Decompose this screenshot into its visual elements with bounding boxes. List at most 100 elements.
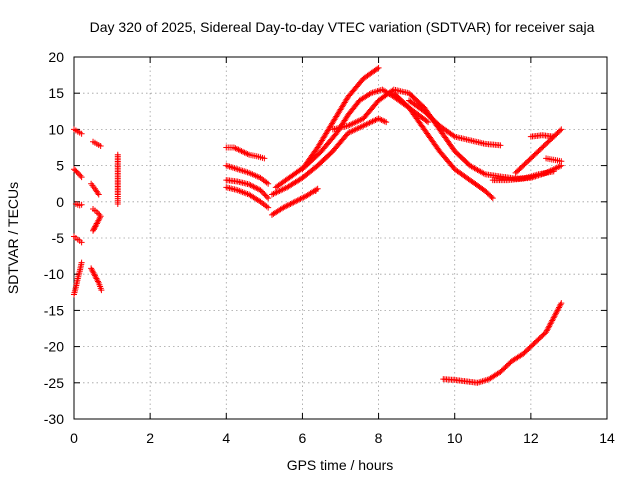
series-early-upper2 [90,138,104,150]
data-point [262,192,269,199]
data-point [261,191,268,198]
data-point [250,183,257,190]
y-tick-label: 0 [56,194,64,210]
series-early-neg10b [88,265,105,294]
data-point [558,158,565,165]
data-point [258,188,265,195]
data-point [297,195,304,202]
y-axis-label: SDTVAR / TECUs [5,182,21,294]
series-block4-a [223,162,272,187]
series-s-low [268,185,321,218]
data-point [280,204,287,211]
data-point [93,220,100,227]
data-point [78,239,85,246]
series-late-mid [543,155,565,165]
data-point [375,64,382,71]
y-tick-label: 5 [56,158,64,174]
data-point [248,182,255,189]
data-point [114,200,121,207]
series-s-d [329,86,565,182]
series-s-e [406,97,504,149]
x-axis-label: GPS time / hours [287,457,394,473]
data-point [265,204,272,211]
data-point [77,172,84,179]
data-point [284,202,291,209]
data-point [76,171,83,178]
data-point [93,208,100,215]
data-point [286,201,293,208]
x-tick-label: 8 [375,430,383,446]
y-tick-label: -30 [44,411,64,427]
data-point [95,210,102,217]
data-point [366,91,373,98]
data-point [247,182,254,189]
y-tick-label: 20 [48,49,64,65]
data-point [263,193,270,200]
data-point [296,196,303,203]
data-point [557,301,564,308]
data-point [489,195,496,202]
series-block4-c [223,184,272,211]
series-s-a [268,115,390,198]
x-tick-label: 14 [599,430,615,446]
data-point [288,200,295,207]
data-point [97,143,104,150]
data-point [265,180,272,187]
data-point [450,132,457,139]
y-tick-label: 10 [48,121,64,137]
data-point [94,278,101,285]
x-tick-label: 6 [299,430,307,446]
data-point [246,181,253,188]
data-point [558,300,565,307]
data-point [98,287,105,294]
data-point [93,221,100,228]
series-early-upper [71,126,85,137]
y-tick-label: -20 [44,339,64,355]
data-point [423,118,430,125]
data-point [294,197,301,204]
series-early-mid2 [88,180,102,198]
data-points [71,64,565,386]
series-isolated [312,187,319,194]
data-point [550,133,557,140]
data-point [425,119,432,126]
data-point [488,193,495,200]
axis-ticks: 0 2 4 6 8 10 12 14 -30 -25 -20 -15 -10 -5 0 5 10 15 20 [44,49,615,446]
x-tick-label: 12 [523,430,539,446]
data-point [383,119,390,126]
data-point [300,194,307,201]
data-point [260,189,267,196]
data-point [265,195,272,202]
series-block4-top [223,144,268,162]
data-point [73,168,80,175]
x-tick-label: 0 [70,430,78,446]
y-tick-label: -10 [44,266,64,282]
data-point [558,126,565,133]
data-point [312,187,319,194]
y-tick-label: -5 [52,230,65,246]
series-early-neg10 [71,259,85,298]
data-point [254,185,261,192]
series-s-c [299,64,382,173]
data-point [281,203,288,210]
x-tick-label: 4 [222,430,230,446]
data-point [78,130,85,137]
data-point [78,259,85,266]
data-point [95,191,102,198]
data-point [298,195,305,202]
x-tick-label: 2 [146,430,154,446]
series-early-low [72,200,85,209]
data-point [550,168,557,175]
series-early-neg5 [71,233,85,246]
data-point [251,184,258,191]
data-point [557,127,564,134]
data-point [287,200,294,207]
y-tick-label: -25 [44,375,64,391]
data-point [253,185,260,192]
data-point [261,155,268,162]
series-late-top [527,132,557,140]
data-point [94,190,101,197]
data-point [293,198,300,205]
x-tick-label: 10 [447,430,463,446]
